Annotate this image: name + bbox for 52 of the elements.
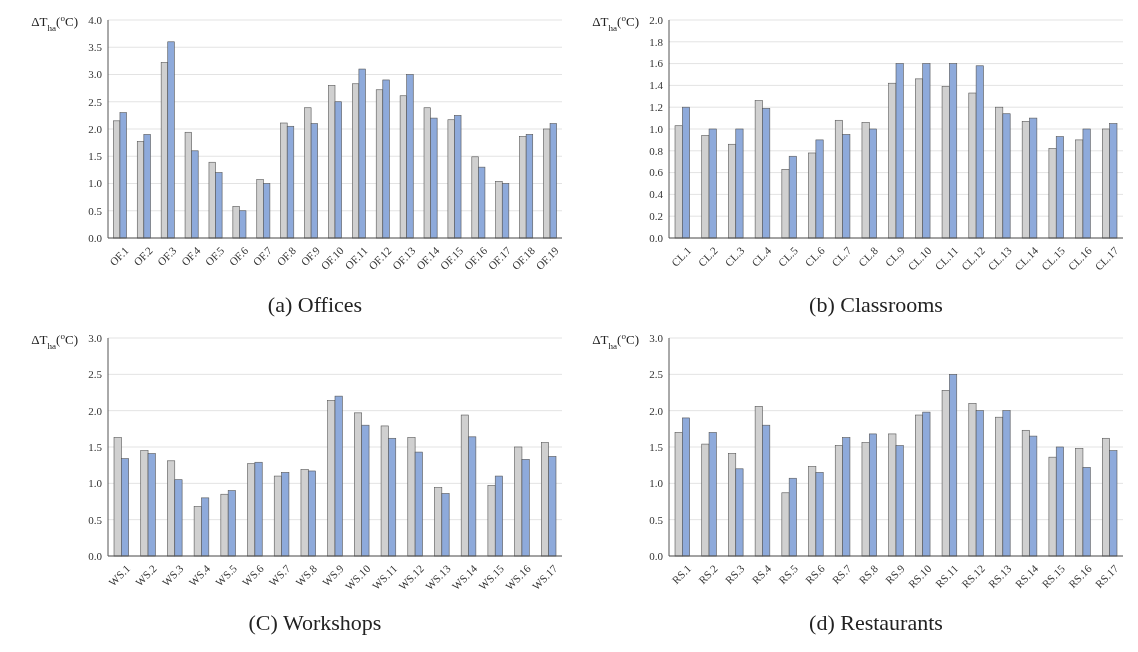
y-tick-label: 4.0 [88,13,103,26]
y-tick-label: 2.5 [88,95,103,108]
x-tick-label: OF.1 [107,244,131,269]
y-tick-label: 0.0 [88,231,103,244]
x-tick-label: CL.1 [668,244,694,269]
y-tick-label: 1.0 [88,177,103,190]
y-axis-title: ΔT$_{ha}$($^{o}$C) [592,331,639,351]
y-tick-label: 2.0 [649,13,664,26]
y-tick-label: 1.5 [88,440,103,453]
x-tick-label: OF.2 [131,244,155,269]
text: (d) Restaurants [809,610,943,635]
text: (b) Classrooms [809,292,943,317]
y-tick-label: 3.5 [88,41,103,54]
y-tick-label: 2.5 [88,368,103,381]
y-tick-label: 0.5 [88,204,103,217]
y-tick-label: 2.0 [649,404,664,417]
y-tick-label: 2.0 [88,122,103,135]
y-tick-label: 1.0 [88,477,103,490]
y-tick-label: 0.0 [649,231,664,244]
y-tick-label: 0.0 [88,549,103,562]
y-tick-label: 0.8 [649,144,664,157]
y-tick-label: 1.2 [649,101,663,114]
y-tick-label: 0.4 [649,188,664,201]
y-tick-label: 3.0 [649,331,664,344]
y-tick-label: 0.0 [649,549,664,562]
text: (C) Workshops [248,610,382,635]
y-tick-label: 1.0 [649,122,664,135]
y-tick-label: 0.2 [649,210,663,223]
x-tick-label: RS.1 [669,562,694,587]
x-tick-label: OF.4 [178,244,203,269]
y-axis-title: ΔT$_{ha}$($^{o}$C) [31,331,78,351]
y-tick-label: 0.5 [88,513,103,526]
y-tick-label: 3.0 [88,331,103,344]
x-tick-label: OF.6 [226,244,251,269]
y-tick-label: 3.0 [88,68,103,81]
y-tick-label: 1.4 [649,79,664,92]
y-tick-label: 0.6 [649,166,664,179]
x-tick-label: OF.8 [274,244,299,269]
y-axis-title: ΔT$_{ha}$($^{o}$C) [31,13,78,33]
y-tick-label: 1.5 [88,150,103,163]
y-tick-label: 2.0 [88,404,103,417]
y-axis-title: ΔT$_{ha}$($^{o}$C) [592,13,639,33]
y-tick-label: 2.5 [649,368,664,381]
y-tick-label: 1.0 [649,477,664,490]
x-tick-label: OF.9 [298,244,323,269]
x-tick-label: OF.3 [154,244,179,269]
y-tick-label: 0.5 [649,513,664,526]
text: (a) Offices [267,292,363,317]
x-tick-label: OF.5 [202,244,227,269]
y-tick-label: 1.5 [649,440,664,453]
y-tick-label: 1.8 [649,35,664,48]
y-tick-label: 1.6 [649,57,664,70]
